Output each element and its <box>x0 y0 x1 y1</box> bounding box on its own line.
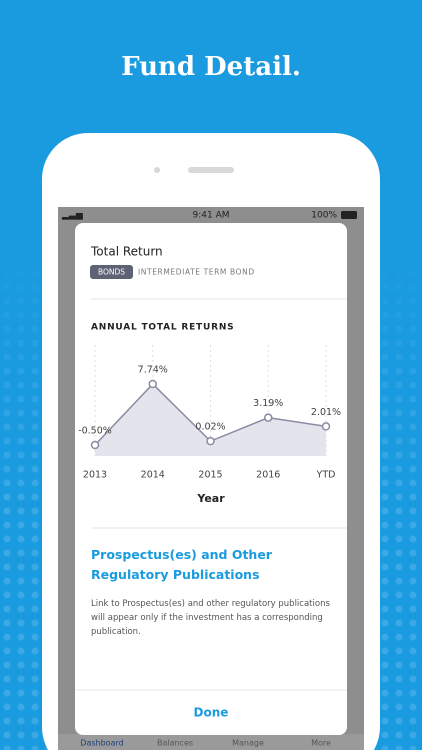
data-label: 7.74% <box>138 365 168 376</box>
point <box>206 436 215 446</box>
section-body: Link to Prospectus(es) and other regulat… <box>91 599 330 637</box>
x-tick-label: 2015 <box>198 470 222 481</box>
chart-title: ANNUAL TOTAL RETURNS <box>91 323 234 333</box>
section: Prospectus(es) and Other Regulatory Publ… <box>91 547 330 637</box>
badge <box>90 265 133 279</box>
tab[interactable]: Balances <box>157 739 193 748</box>
x-tick-label: 2016 <box>256 470 280 481</box>
fund-category: INTERMEDIATE TERM BOND <box>138 268 255 277</box>
section-title[interactable]: Prospectus(es) and Other Regulatory Publ… <box>91 547 272 582</box>
point <box>90 440 100 450</box>
phone-camera <box>154 167 160 173</box>
tabs: Dashboard Balances Manage More <box>80 739 331 748</box>
x-axis-label: Year <box>196 492 225 505</box>
battery-label: 100% <box>311 211 337 221</box>
x-tick-label: 2014 <box>141 470 165 481</box>
phone-speaker <box>188 167 234 173</box>
chart: 2013 2014 2015 2016 YTD -0.50% 7.74% 0.02% 3.19%… <box>78 345 341 481</box>
tab-bar <box>58 734 364 754</box>
data-label: 3.19% <box>253 398 283 409</box>
tab[interactable]: More <box>311 739 331 748</box>
area <box>95 384 326 456</box>
badge-label: BONDS <box>98 268 125 277</box>
point <box>264 413 273 422</box>
point <box>148 379 157 389</box>
tab[interactable]: Dashboard <box>80 739 123 748</box>
x-tick-label: 2013 <box>83 470 107 481</box>
headline: Fund Detail. <box>121 52 301 82</box>
data-label: 0.02% <box>195 422 225 433</box>
point <box>321 422 331 431</box>
tab[interactable]: Manage <box>232 739 264 748</box>
status-time: 9:41 AM <box>193 211 230 221</box>
modal-card <box>75 223 347 735</box>
signal: ▂▃▅ <box>61 211 84 221</box>
battery-icon <box>341 211 357 219</box>
data-label: 2.01% <box>311 407 341 418</box>
x-tick-label: YTD <box>316 470 336 481</box>
data-label: -0.50% <box>78 426 112 437</box>
done-button[interactable]: Done <box>194 706 229 720</box>
card-title: Total Return <box>90 245 163 259</box>
